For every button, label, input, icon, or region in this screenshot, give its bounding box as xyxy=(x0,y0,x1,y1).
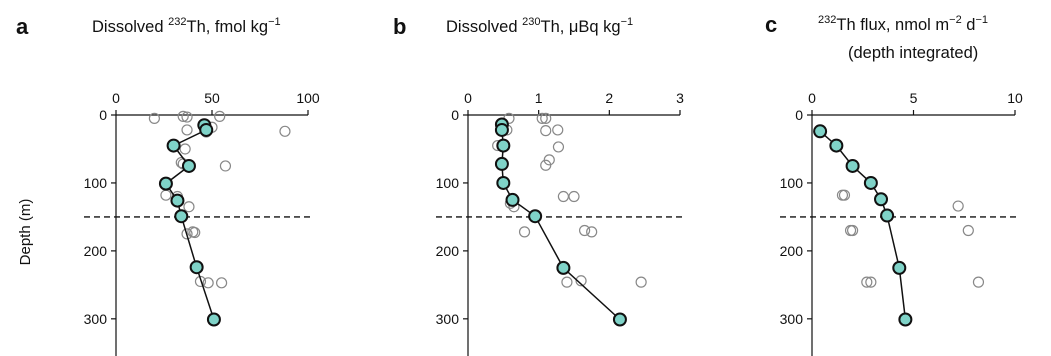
x-tick-label: 0 xyxy=(112,90,120,106)
sample-point xyxy=(540,125,552,137)
mean-point xyxy=(612,312,627,327)
y-tick-label: 0 xyxy=(795,107,803,123)
mean-point xyxy=(813,124,828,139)
sample-point xyxy=(575,275,587,287)
panel-c: c 232Th flux, nmol m−2 d−1 (depth integrat… xyxy=(765,12,1023,356)
x-tick-label: 0 xyxy=(808,90,816,106)
sample-point xyxy=(543,154,555,166)
sample-point xyxy=(557,190,570,203)
y-tick-label: 300 xyxy=(84,311,108,327)
mean-profile-line xyxy=(164,124,215,320)
sample-point xyxy=(962,224,974,237)
panel-letter: a xyxy=(16,14,29,39)
x-tick-label: 0 xyxy=(464,90,472,106)
sample-point xyxy=(972,276,985,288)
sample-point xyxy=(536,112,548,124)
sample-point xyxy=(202,277,214,289)
x-tick-label: 5 xyxy=(910,90,918,106)
mean-point xyxy=(496,175,511,190)
sample-point xyxy=(552,124,564,136)
sample-point xyxy=(518,226,531,238)
x-tick-label: 50 xyxy=(204,90,220,106)
panel-letter: c xyxy=(765,12,777,37)
x-tick-label: 10 xyxy=(1007,90,1023,106)
mean-point xyxy=(845,158,860,173)
sample-point xyxy=(214,110,226,122)
mean-point xyxy=(174,209,189,224)
mean-point xyxy=(166,138,181,153)
sample-point xyxy=(181,124,193,136)
y-axis-label: Depth (m) xyxy=(17,199,34,266)
mean-point xyxy=(898,312,913,327)
sample-point xyxy=(552,141,565,153)
mean-point xyxy=(528,209,543,224)
sample-point xyxy=(952,200,964,212)
sample-point xyxy=(177,110,189,122)
x-tick-label: 3 xyxy=(676,90,684,106)
y-tick-label: 0 xyxy=(451,107,459,123)
sample-point xyxy=(578,224,591,237)
sample-point xyxy=(194,275,207,288)
sample-point xyxy=(160,189,172,201)
mean-point xyxy=(829,138,844,153)
mean-profile-line xyxy=(501,124,621,321)
sample-point xyxy=(179,143,191,155)
mean-point xyxy=(189,260,204,275)
y-tick-label: 200 xyxy=(84,243,108,259)
mean-point xyxy=(556,260,571,275)
sample-point xyxy=(183,201,195,213)
mean-point xyxy=(880,208,895,223)
sample-point xyxy=(181,111,193,123)
y-tick-label: 100 xyxy=(436,175,460,191)
mean-point xyxy=(892,260,907,275)
sample-point xyxy=(568,190,580,203)
sample-point xyxy=(189,226,201,239)
mean-point xyxy=(199,122,214,137)
mean-point xyxy=(494,122,509,137)
sample-point xyxy=(540,112,552,124)
y-tick-label: 200 xyxy=(436,243,460,259)
panel-title: 232Th flux, nmol m−2 d−1 xyxy=(818,14,988,34)
mean-point xyxy=(863,175,878,190)
sample-point xyxy=(148,112,160,124)
panel-title: Dissolved 232Th, fmol kg−1 xyxy=(92,16,281,36)
sample-point xyxy=(861,276,873,288)
sample-point xyxy=(846,224,859,237)
sample-point xyxy=(586,226,598,238)
sample-point xyxy=(181,228,193,240)
mean-point xyxy=(181,158,196,173)
sample-point xyxy=(865,276,877,288)
panel-title-line2: (depth integrated) xyxy=(848,44,978,62)
sample-point xyxy=(635,276,647,288)
y-tick-label: 100 xyxy=(780,175,804,191)
sample-point xyxy=(540,159,552,171)
sample-point xyxy=(561,276,573,288)
y-tick-label: 100 xyxy=(84,175,108,191)
y-tick-label: 300 xyxy=(436,311,460,327)
y-tick-label: 300 xyxy=(780,311,804,327)
mean-point xyxy=(170,193,185,208)
x-tick-label: 1 xyxy=(535,90,543,106)
mean-point xyxy=(158,176,173,191)
y-tick-label: 0 xyxy=(99,107,107,123)
sample-point xyxy=(216,277,228,289)
mean-point xyxy=(505,192,520,207)
panel-letter: b xyxy=(393,14,406,39)
mean-point xyxy=(496,138,511,153)
sample-point xyxy=(838,189,851,201)
panel-b: b Dissolved 230Th, μBq kg−1 0 1 2 3 0 100 200 300 xyxy=(393,14,684,356)
mean-point xyxy=(874,192,889,207)
panel-title: Dissolved 230Th, μBq kg−1 xyxy=(446,16,633,36)
panel-a: a Dissolved 232Th, fmol kg−1 0 50 100 0 100 200… xyxy=(16,14,320,356)
mean-point xyxy=(206,312,221,327)
sample-point xyxy=(279,125,291,137)
x-tick-label: 100 xyxy=(296,90,320,106)
sample-point xyxy=(219,160,232,172)
y-tick-label: 200 xyxy=(780,243,804,259)
mean-point xyxy=(494,156,509,171)
x-tick-label: 2 xyxy=(605,90,613,106)
mean-profile-line xyxy=(819,130,907,320)
